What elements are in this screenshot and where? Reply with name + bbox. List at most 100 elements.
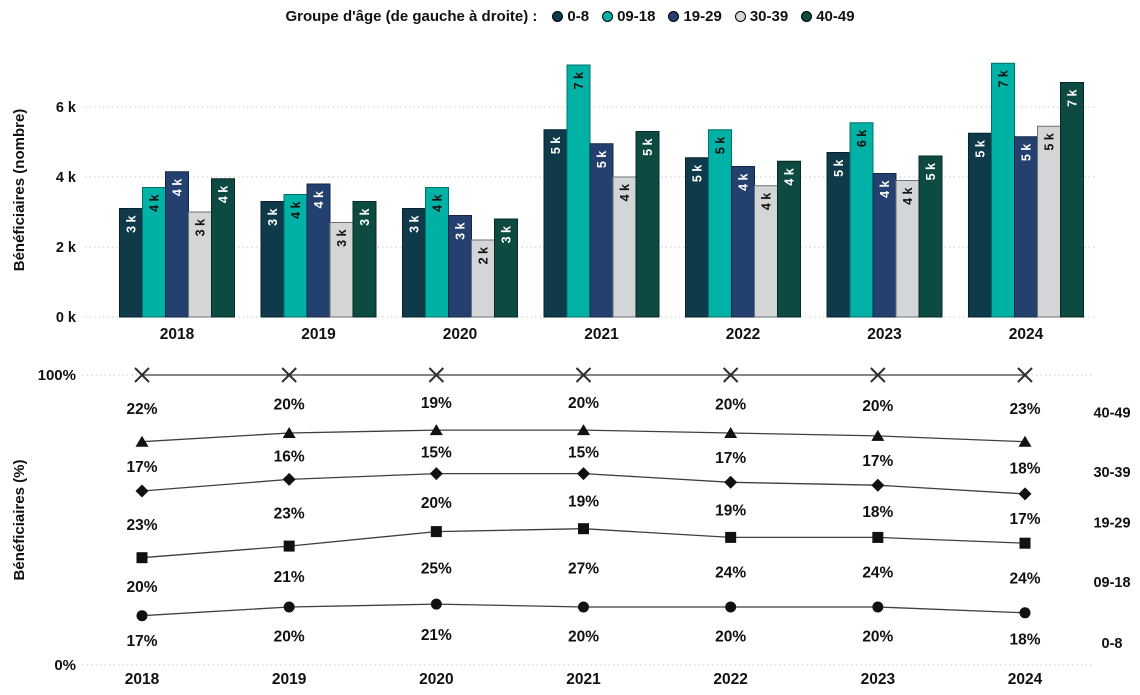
x-marker-40-49-2021[interactable] [575,367,592,383]
triangle-marker-30-39-2018[interactable] [135,435,149,447]
triangle-marker-30-39-2021[interactable] [577,424,590,436]
square-marker-09-18-2020[interactable] [430,526,442,538]
diamond-marker-19-29-2021[interactable] [576,467,591,481]
bar-2024-40-49[interactable] [1060,82,1084,318]
x-marker-40-49-2022[interactable] [722,367,739,383]
square-marker-09-18-2023[interactable] [872,531,884,543]
legend-item-40-49[interactable]: 40-49 [801,8,855,25]
triangle-marker-30-39-2020[interactable] [429,424,443,436]
circle-marker-0-8-2019[interactable] [283,601,295,613]
right-band-label-0-8: 0-8 [1102,636,1123,652]
bar-2024-30-39[interactable] [1037,125,1061,318]
circle-marker-0-8-2018[interactable] [136,610,148,622]
diamond-marker-19-29-2018[interactable] [135,484,149,498]
square-marker-09-18-2022[interactable] [725,531,737,543]
line-xtick-2020: 2020 [419,671,453,688]
bar-2022-40-49[interactable] [777,160,801,318]
line-y-axis-title: Bénéficiaires (%) [11,460,28,581]
circle-marker-0-8-2023[interactable] [872,601,884,613]
bar-xtick-2022: 2022 [726,326,760,343]
pct-label-30-39-2024: 18% [1009,460,1040,477]
bar-value-label: 7 k [572,72,586,89]
square-marker-09-18-2024[interactable] [1019,537,1031,549]
bar-value-label: 4 k [170,179,184,196]
pct-label-0-8-2021: 20% [568,629,599,646]
bar-2024-19-29[interactable] [1014,136,1038,318]
x-marker-40-49-2020[interactable] [428,367,445,383]
triangle-marker-30-39-2019[interactable] [282,427,296,438]
triangle-marker-30-39-2023[interactable] [871,429,885,441]
diamond-marker-19-29-2019[interactable] [282,472,296,486]
bar-2023-09-18[interactable] [849,122,874,318]
circle-marker-0-8-2022[interactable] [725,601,737,613]
diamond-marker-19-29-2023[interactable] [871,478,885,492]
line-xtick-2019: 2019 [272,671,307,688]
diamond-marker-19-29-2022[interactable] [724,475,738,489]
triangle-marker-30-39-2022[interactable] [724,427,738,438]
bar-2021-40-49[interactable] [635,131,660,318]
bar-value-label: 3 k [358,208,372,225]
circle-marker-0-8-2024[interactable] [1019,607,1031,619]
pct-label-40-49-2018: 22% [126,401,157,418]
pct-label-30-39-2018: 17% [126,459,157,476]
square-marker-09-18-2018[interactable] [136,552,148,564]
triangle-marker-30-39-2024[interactable] [1018,435,1032,447]
bar-2019-40-49[interactable] [352,201,377,318]
bar-value-label: 4 k [147,194,161,211]
bar-2021-19-29[interactable] [589,143,614,318]
pct-label-0-8-2019: 20% [274,629,305,646]
bar-value-label: 3 k [499,226,513,243]
square-marker-09-18-2021[interactable] [578,523,589,535]
x-marker-40-49-2023[interactable] [870,367,886,383]
bar-2023-40-49[interactable] [918,155,943,318]
legend-swatch-icon [602,10,614,22]
bar-2024-0-8[interactable] [968,132,992,318]
pct-label-40-49-2023: 20% [862,398,893,415]
bar-2020-40-49[interactable] [494,218,518,318]
x-marker-40-49-2019[interactable] [281,367,297,383]
bar-2021-0-8[interactable] [543,129,568,318]
line-xtick-2023: 2023 [861,671,896,688]
diamond-marker-19-29-2024[interactable] [1018,487,1032,501]
bar-value-label: 4 k [782,168,796,185]
x-marker-40-49-2024[interactable] [1017,367,1033,383]
line-ylabel-group: Bénéficiaires (%) [11,460,28,581]
bar-ytick-label: 4 k [56,170,77,186]
pct-label-19-29-2020: 20% [421,495,452,512]
bar-value-label: 2 k [476,247,490,264]
pct-label-0-8-2024: 18% [1009,631,1040,648]
pct-label-30-39-2019: 16% [274,449,305,466]
bar-ytick-label: 2 k [56,240,77,256]
bar-value-label: 5 k [973,140,987,157]
legend-item-30-39[interactable]: 30-39 [734,8,788,25]
bar-value-label: 3 k [453,222,467,239]
x-marker-40-49-2018[interactable] [134,367,150,383]
bar-value-label: 5 k [713,137,727,154]
circle-marker-0-8-2021[interactable] [578,601,589,613]
bar-value-label: 5 k [641,138,655,155]
bar-value-label: 7 k [1065,89,1079,106]
bar-2022-09-18[interactable] [708,129,732,318]
legend-title: Groupe d'âge (de gauche à droite) : [285,7,538,25]
bar-xtick-2024: 2024 [1009,326,1044,343]
pct-label-09-18-2023: 24% [862,565,893,582]
bar-2024-09-18[interactable] [991,62,1015,318]
bar-xtick-2018: 2018 [160,326,195,343]
legend-item-09-18[interactable]: 09-18 [602,8,655,25]
square-marker-09-18-2019[interactable] [283,540,295,552]
pct-label-30-39-2021: 15% [568,444,599,461]
legend-item-0-8[interactable]: 0-8 [552,8,589,25]
bar-2018-40-49[interactable] [211,178,235,318]
bar-2021-09-18[interactable] [566,64,591,318]
circle-marker-0-8-2020[interactable] [430,598,442,610]
bar-value-label: 4 k [878,180,892,197]
legend-swatch-icon [734,10,746,22]
legend-item-19-29[interactable]: 19-29 [668,8,722,25]
diamond-marker-19-29-2020[interactable] [429,467,443,481]
right-band-label-09-18: 09-18 [1093,575,1130,591]
bar-value-label: 3 k [266,208,280,225]
bar-value-label: 5 k [1019,144,1033,161]
pct-label-09-18-2019: 21% [274,569,305,586]
pct-label-0-8-2023: 20% [862,629,893,646]
pct-label-30-39-2020: 15% [421,444,452,461]
